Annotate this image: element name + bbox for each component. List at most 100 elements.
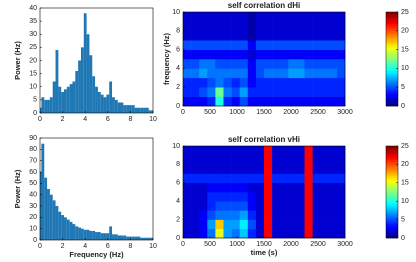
heatmap-cell <box>255 182 265 193</box>
heatmap-cell <box>336 96 346 107</box>
heatmap-cell <box>191 210 200 220</box>
colorbar-swatch <box>386 91 398 95</box>
heatmap-cell <box>280 219 289 230</box>
heatmap-cell <box>280 87 289 97</box>
heatmap-cell <box>207 21 216 32</box>
heatmap-cell <box>304 210 313 220</box>
heatmap-cell <box>328 59 338 69</box>
x-tick-label: 4 <box>83 116 87 123</box>
x-axis-label: Frequency (Hz) <box>69 250 124 259</box>
heatmap-cell <box>255 146 265 156</box>
colorbar-swatch <box>386 54 398 57</box>
chart-title: self correlation vHi <box>228 135 300 144</box>
heatmap-cell <box>215 77 224 88</box>
heatmap-cell <box>247 49 257 60</box>
heatmap-cell <box>255 87 265 97</box>
heatmap-cell <box>191 155 200 165</box>
colorbar-swatch <box>386 98 398 102</box>
colorbar-tick-label: 20 <box>401 161 409 168</box>
spectrum-bar <box>86 34 90 113</box>
colorbar-swatch <box>386 162 398 165</box>
colorbar-swatch <box>386 221 398 225</box>
heatmap-cell <box>288 59 297 69</box>
heatmap-cell <box>272 146 281 156</box>
x-tick-label: 2000 <box>283 241 299 248</box>
heatmap-cell <box>231 87 240 97</box>
heatmap-cell <box>199 96 208 107</box>
heatmap-cell <box>296 201 305 211</box>
heatmap-cell <box>207 40 216 50</box>
spectrum-bar <box>86 229 90 240</box>
y-tick-label: 0 <box>176 235 180 242</box>
colorbar-swatch <box>386 175 398 179</box>
x-tick-label: 2 <box>61 116 65 123</box>
colorbar-swatch <box>386 80 398 83</box>
heatmap-cell <box>328 192 338 202</box>
y-tick-label: 70 <box>29 158 37 165</box>
y-tick-label: 25 <box>29 44 37 51</box>
heatmap-cell <box>328 96 338 107</box>
colorbar-tick-label: 5 <box>401 84 405 91</box>
heatmap-cell <box>247 173 257 184</box>
colorbar-tick-label: 15 <box>401 46 409 53</box>
spectrum-bar <box>120 235 124 240</box>
x-tick-label: 6 <box>106 243 110 250</box>
heatmap-cell <box>231 164 240 174</box>
heatmap-cell <box>199 173 208 184</box>
spectrum-bar <box>52 200 56 240</box>
heatmap-cell <box>336 146 346 156</box>
heatmap-cell <box>312 201 321 211</box>
heatmap-cell <box>264 155 273 165</box>
heatmap-cell <box>255 219 265 230</box>
colorbar-swatch <box>386 210 398 213</box>
spectrum-bar <box>89 55 93 113</box>
spectrum-bar <box>64 217 67 240</box>
colorbar-swatch <box>386 101 398 104</box>
colorbar-swatch <box>386 159 398 163</box>
heatmap-cell <box>304 219 313 230</box>
heatmap-cell <box>239 59 249 69</box>
heatmap-cell <box>304 12 313 22</box>
heatmap-cell <box>183 68 192 79</box>
heatmap-cell <box>328 146 338 156</box>
heatmap-cell <box>247 59 257 69</box>
heatmap-cell <box>215 49 224 60</box>
heatmap-cell <box>223 201 232 211</box>
heatmap-cell <box>280 12 289 22</box>
spectrum-bar <box>64 89 67 113</box>
spectrum-bar <box>49 194 53 240</box>
heatmap-cell <box>296 68 305 79</box>
colorbar-tick-label: 0 <box>401 103 405 110</box>
heatmap-cell <box>231 228 240 239</box>
spectrum-bar <box>140 107 144 113</box>
spectrum-bar <box>123 105 127 113</box>
heatmap-cell <box>304 59 313 69</box>
heatmap-cell <box>231 30 240 41</box>
heatmap-cell <box>288 12 297 22</box>
heatmap-cell <box>304 77 313 88</box>
heatmap-cell <box>207 182 216 193</box>
heatmap-cell <box>199 49 208 60</box>
heatmap-cell <box>191 59 200 69</box>
spectrum-bar <box>103 233 107 240</box>
heatmap-cell <box>223 49 232 60</box>
spectrum-bar <box>83 229 87 240</box>
heatmap-cell <box>296 87 305 97</box>
spectrum-bar <box>95 232 98 240</box>
colorbar-swatch <box>386 226 398 230</box>
spectrum-bar <box>78 227 81 240</box>
heatmap-cell <box>199 59 208 69</box>
heatmap-cell <box>191 173 200 184</box>
heatmap-cell <box>336 49 346 60</box>
heatmap-cell <box>288 68 297 79</box>
x-tick-label: 2000 <box>283 109 299 116</box>
heatmap-cell <box>255 68 265 79</box>
colorbar-swatch <box>386 228 398 232</box>
heatmap-cell <box>231 210 240 220</box>
heatmap-cell <box>247 155 257 165</box>
colorbar-tick-label: 5 <box>401 216 405 223</box>
heatmap-cell <box>255 49 265 60</box>
colorbar-tick-label: 10 <box>401 65 409 72</box>
colorbar-swatch <box>386 148 398 151</box>
colorbar-swatch <box>386 73 398 76</box>
